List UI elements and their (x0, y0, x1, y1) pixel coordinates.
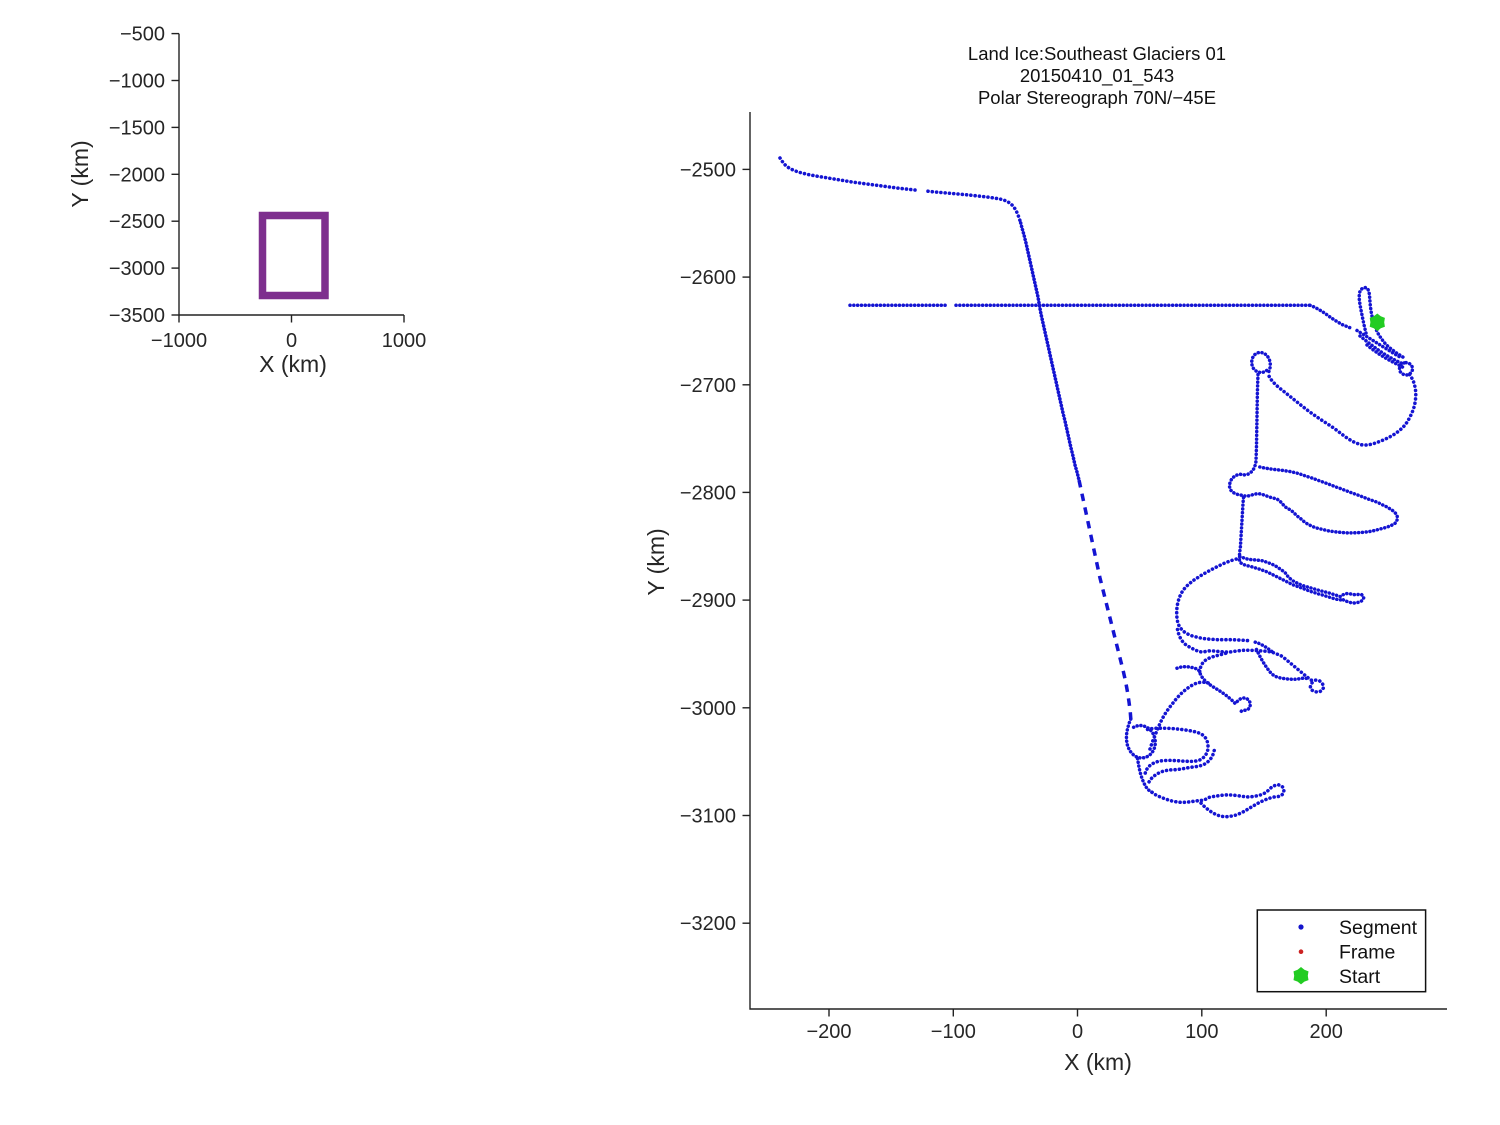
svg-text:−3500: −3500 (109, 305, 165, 327)
svg-text:−2900: −2900 (680, 590, 736, 612)
svg-text:Segment: Segment (1339, 917, 1418, 939)
svg-text:−1000: −1000 (151, 330, 207, 352)
svg-text:−2500: −2500 (680, 159, 736, 181)
svg-text:−2800: −2800 (680, 482, 736, 504)
svg-text:−1500: −1500 (109, 117, 165, 139)
svg-text:0: 0 (286, 330, 297, 352)
svg-text:200: 200 (1310, 1021, 1343, 1043)
svg-text:−2700: −2700 (680, 375, 736, 397)
svg-text:1000: 1000 (382, 330, 427, 352)
svg-text:−500: −500 (120, 24, 165, 46)
svg-text:100: 100 (1185, 1021, 1218, 1043)
svg-text:−100: −100 (931, 1021, 976, 1043)
svg-text:X (km): X (km) (259, 351, 327, 377)
svg-text:−3100: −3100 (680, 806, 736, 828)
svg-text:Y (km): Y (km) (67, 140, 93, 207)
svg-text:Start: Start (1339, 966, 1381, 988)
svg-text:−3200: −3200 (680, 913, 736, 935)
svg-text:−1000: −1000 (109, 71, 165, 93)
svg-text:−2500: −2500 (109, 211, 165, 233)
svg-text:20150410_01_543: 20150410_01_543 (1020, 65, 1174, 87)
svg-text:Y (km): Y (km) (643, 528, 669, 595)
svg-text:−200: −200 (806, 1021, 851, 1043)
svg-text:−2000: −2000 (109, 164, 165, 186)
svg-text:−3000: −3000 (680, 698, 736, 720)
svg-text:Land Ice:Southeast Glaciers 01: Land Ice:Southeast Glaciers 01 (968, 43, 1226, 64)
svg-text:−3000: −3000 (109, 258, 165, 280)
svg-text:Polar Stereograph 70N/−45E: Polar Stereograph 70N/−45E (978, 87, 1216, 108)
svg-text:0: 0 (1072, 1021, 1083, 1043)
svg-text:−2600: −2600 (680, 267, 736, 289)
svg-text:X (km): X (km) (1064, 1049, 1132, 1075)
svg-text:Frame: Frame (1339, 942, 1395, 964)
